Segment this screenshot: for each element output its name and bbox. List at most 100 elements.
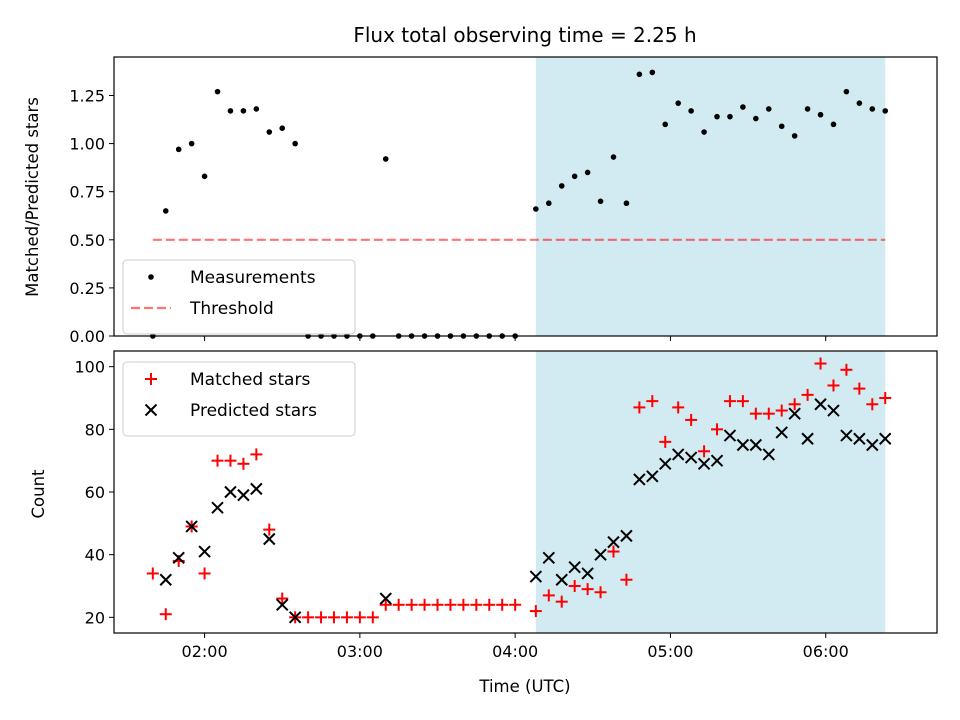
matched-stars-point	[685, 413, 698, 426]
x-tick-label: 03:00	[337, 642, 383, 661]
measurements-point	[253, 106, 260, 112]
predicted-stars-point-b	[542, 551, 555, 565]
matched-stars-point	[366, 611, 379, 624]
count-y-tick-label: 100	[74, 358, 105, 377]
measurements-point	[649, 69, 656, 76]
predicted-stars-point-b	[198, 545, 211, 558]
measurements-point	[740, 104, 746, 110]
measurements-point	[214, 88, 221, 95]
predicted-stars-point-b	[620, 529, 633, 543]
matched-stars-point	[529, 605, 542, 618]
predicted-stars-point-b	[762, 448, 775, 461]
predicted-stars-point	[263, 532, 276, 546]
measurements-point	[778, 123, 785, 130]
measurements-point	[382, 156, 389, 162]
matched-stars-point	[788, 398, 801, 411]
predicted-stars-point	[710, 454, 724, 467]
measurements-point	[292, 140, 298, 147]
measurements-point	[545, 200, 552, 207]
measurements-point	[843, 88, 850, 95]
predicted-stars-point-b	[594, 548, 607, 561]
predicted-stars-point	[684, 451, 698, 464]
matched-stars-point	[672, 401, 685, 414]
matched-stars-point	[224, 454, 237, 467]
matched-stars-point	[353, 611, 366, 624]
predicted-stars-point-b	[185, 520, 198, 533]
matched-stars-point	[736, 395, 749, 408]
predicted-stars-point	[211, 501, 224, 514]
matched-stars-point	[198, 567, 211, 580]
x-axis-title: Time (UTC)	[478, 677, 570, 696]
matched-stars-point	[276, 592, 289, 605]
matched-stars-point	[633, 401, 646, 414]
matched-stars-point	[211, 454, 224, 467]
predicted-stars-point	[172, 551, 185, 565]
predicted-stars-point-b	[659, 457, 672, 471]
predicted-stars-point-b	[568, 560, 581, 574]
measurements-point	[162, 208, 169, 214]
matched-stars-point	[698, 445, 711, 458]
predicted-stars-point	[736, 438, 750, 452]
predicted-stars-point	[814, 398, 827, 411]
ratio-y-tick-label: 1.25	[69, 86, 105, 105]
matched-stars-point	[840, 363, 853, 376]
predicted-stars-point	[697, 457, 711, 471]
measurements-point	[753, 115, 759, 122]
measurements-point	[791, 133, 798, 139]
predicted-stars-point	[288, 611, 302, 624]
predicted-stars-point	[594, 548, 607, 561]
predicted-stars-point	[276, 598, 289, 612]
measurements-point	[765, 106, 772, 112]
predicted-stars-point-b	[827, 404, 840, 417]
measurements-point	[830, 121, 837, 128]
predicted-stars-point	[568, 560, 581, 574]
predicted-stars-point-b	[814, 398, 827, 411]
predicted-stars-point-b	[237, 488, 250, 502]
count-y-tick-label: 80	[85, 420, 105, 439]
measurements-point	[597, 198, 604, 205]
matched-stars-point	[801, 388, 814, 401]
matched-stars-point	[418, 598, 431, 611]
predicted-stars-point	[879, 432, 892, 445]
predicted-stars-point-b	[879, 432, 892, 445]
matched-stars-point	[723, 395, 736, 408]
ratio-panel: 0.00 0.25 0.50 0.75 1.00 1.25 Measurements Thre…	[69, 56, 938, 346]
matched-stars-point	[315, 611, 328, 624]
matched-stars-point	[879, 392, 892, 404]
predicted-stars-point	[801, 432, 814, 445]
matched-stars-point	[379, 598, 392, 611]
predicted-stars-point-b	[710, 454, 724, 467]
predicted-stars-point	[866, 438, 879, 452]
matched-stars-point	[302, 611, 315, 624]
predicted-stars-point-b	[581, 567, 594, 580]
measurements-point	[558, 183, 565, 189]
predicted-stars-point-b	[671, 448, 685, 461]
predicted-stars-point-b	[224, 485, 237, 499]
measurements-point	[175, 146, 182, 153]
measurements-point	[804, 106, 811, 112]
measurements-point	[817, 111, 824, 118]
predicted-stars-point	[775, 426, 788, 439]
predicted-stars-point-b	[749, 438, 763, 452]
predicted-stars-legend-swatch	[144, 403, 158, 417]
measurements-legend-label: Measurements	[190, 268, 316, 288]
y-axis-title-bottom: Count	[29, 469, 48, 519]
predicted-stars-point-b	[723, 429, 737, 442]
measurements-point	[188, 140, 195, 147]
measurements-point	[869, 106, 876, 112]
predicted-stars-point-b	[736, 438, 750, 452]
matched-stars-point	[237, 457, 250, 470]
ratio-legend	[122, 259, 356, 335]
predicted-stars-point	[237, 488, 250, 502]
matched-stars-point	[470, 598, 483, 611]
count-y-tick-label: 20	[85, 608, 105, 627]
threshold-legend-label: Threshold	[189, 299, 274, 319]
predicted-stars-point-b	[276, 598, 289, 612]
matched-stars-point	[568, 580, 581, 592]
matched-stars-point	[496, 598, 509, 611]
x-tick-label: 04:00	[492, 642, 538, 661]
matched-stars-point	[620, 573, 633, 586]
predicted-stars-point-b	[853, 432, 866, 445]
predicted-stars-point-b	[866, 438, 879, 452]
matched-stars-point	[392, 598, 405, 611]
